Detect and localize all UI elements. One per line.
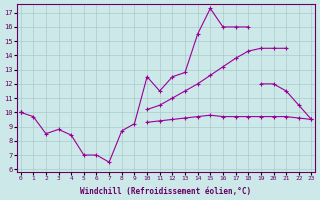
X-axis label: Windchill (Refroidissement éolien,°C): Windchill (Refroidissement éolien,°C)	[80, 187, 252, 196]
